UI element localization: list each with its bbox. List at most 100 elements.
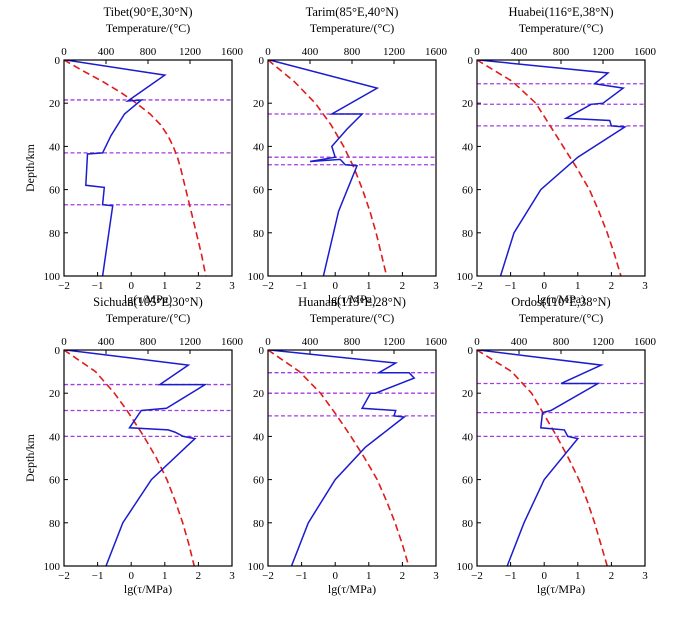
strength-profile-line [269,350,416,566]
y-tick-label: 40 [49,141,61,153]
y-tick-label: 40 [49,431,61,443]
x-tick-label: 2 [400,570,406,582]
geotherm-curve [268,60,388,276]
x-axis-label: lg(τ/MPa) [124,292,172,306]
y-tick-label: 80 [462,228,474,240]
top-tick-label: 1600 [221,46,244,58]
top-tick-label: 1200 [592,46,615,58]
y-tick-label: 0 [468,55,474,67]
x-tick-label: −2 [262,570,274,582]
x-tick-label: 0 [128,570,134,582]
x-tick-label: 2 [400,280,406,292]
y-tick-label: 60 [462,475,474,487]
x-tick-label: 1 [575,570,581,582]
x-tick-label: −1 [92,570,104,582]
plot-area [477,60,645,276]
y-axis-label: Depth/km [23,143,37,192]
top-tick-label: 0 [61,46,67,58]
y-tick-label: 60 [253,185,265,197]
top-tick-label: 0 [474,46,480,58]
top-tick-label: 800 [140,336,157,348]
x-tick-label: 3 [642,280,648,292]
y-tick-label: 100 [457,271,474,283]
strength-profile-line [65,350,208,566]
y-tick-label: 100 [248,561,265,573]
x-tick-label: −1 [505,280,517,292]
x-tick-label: 3 [433,280,439,292]
top-tick-label: 0 [61,336,67,348]
geotherm-curve [477,60,622,276]
x-tick-label: −1 [92,280,104,292]
strength-profile-line [478,350,605,566]
top-tick-label: 800 [553,46,570,58]
plot-frame [476,59,646,277]
y-tick-label: 0 [259,345,265,357]
y-tick-label: 40 [462,431,474,443]
top-axis-label: Temperature/(°C) [310,21,395,35]
panel-4: Sichuan(105°E,30°N) Temperature/(°C) 0 40 0 8… [23,295,244,596]
plot-area [477,350,645,566]
top-tick-label: 1200 [383,336,406,348]
x-tick-label: −1 [296,570,308,582]
panel-title: Sichuan(105°E,30°N) [93,295,203,309]
top-tick-label: 0 [265,336,271,348]
x-tick-label: 2 [609,570,615,582]
y-tick-label: 100 [44,271,61,283]
x-axis-label: lg(τ/MPa) [328,582,376,596]
top-tick-label: 800 [344,336,361,348]
plot-frame [476,349,646,567]
panel-3: Huabei(116°E,38°N) Temperature/(°C) 0 40 0 80… [457,5,657,306]
y-tick-label: 20 [49,388,61,400]
y-tick-label: 100 [248,271,265,283]
top-axis-label: Temperature/(°C) [519,311,604,325]
y-tick-label: 0 [259,55,265,67]
y-tick-label: 100 [44,561,61,573]
top-tick-label: 800 [344,46,361,58]
y-tick-label: 20 [462,388,474,400]
y-tick-label: 40 [253,141,265,153]
plot-frame [267,59,437,277]
x-axis-label: lg(τ/MPa) [124,582,172,596]
x-tick-label: 3 [229,280,235,292]
y-tick-label: 0 [55,55,61,67]
geotherm-curve [64,60,207,276]
x-tick-label: −1 [505,570,517,582]
x-axis-label: lg(τ/MPa) [537,582,585,596]
y-tick-label: 20 [253,98,265,110]
top-axis-label: Temperature/(°C) [106,311,191,325]
top-tick-label: 400 [302,336,319,348]
panel-title: Huanan(113°E,28°N) [298,295,406,309]
top-tick-label: 1600 [221,336,244,348]
top-tick-label: 400 [302,46,319,58]
panel-title: Huabei(116°E,38°N) [509,5,614,19]
plot-frame [267,349,437,567]
x-tick-label: 0 [332,570,338,582]
top-tick-label: 0 [265,46,271,58]
geotherm-curve [477,350,608,566]
y-tick-label: 80 [253,518,265,530]
x-tick-label: −2 [58,280,70,292]
x-tick-label: −2 [471,280,483,292]
top-tick-label: 1600 [425,46,448,58]
y-tick-label: 60 [462,185,474,197]
x-axis-label: lg(τ/MPa) [328,292,376,306]
x-tick-label: 1 [162,570,168,582]
x-tick-label: 0 [541,280,547,292]
top-tick-label: 1200 [383,46,406,58]
y-tick-label: 20 [462,98,474,110]
strength-profile-line [65,60,167,276]
x-tick-label: −2 [58,570,70,582]
panel-1: Tibet(90°E,30°N)Temperature/(°C)0 400 800 1… [23,5,244,306]
plot-area [64,350,232,566]
x-tick-label: 3 [433,570,439,582]
y-tick-label: 0 [55,345,61,357]
top-tick-label: 1600 [634,336,657,348]
x-tick-label: 1 [575,280,581,292]
y-tick-label: 40 [462,141,474,153]
y-tick-label: 80 [253,228,265,240]
top-tick-label: 1200 [179,46,202,58]
strength-profile-line [478,60,628,276]
top-axis-label: Temperature/(°C) [519,21,604,35]
